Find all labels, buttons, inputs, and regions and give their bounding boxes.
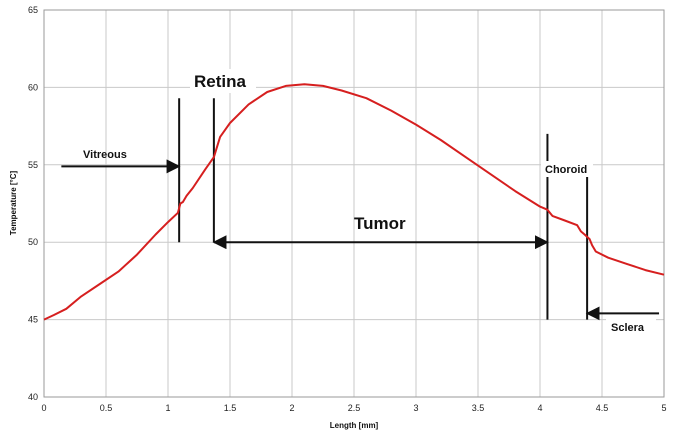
annotation-vitreous: Vitreous (83, 149, 127, 161)
x-axis-label: Length [mm] (330, 421, 379, 430)
x-tick-label: 3 (413, 403, 418, 413)
x-tick-label: 4 (537, 403, 542, 413)
retina-label-bg (190, 69, 256, 93)
plot-frame (43, 9, 665, 398)
y-tick-label: 55 (28, 160, 38, 170)
x-tick-label: 0 (41, 403, 46, 413)
x-tick-label: 3.5 (472, 403, 485, 413)
y-tick-label: 40 (28, 392, 38, 402)
x-tick-label: 5 (661, 403, 666, 413)
y-tick-labels: 40 45 50 55 60 65 (28, 5, 38, 402)
annotation-tumor: Tumor (354, 214, 406, 233)
series (43, 83, 665, 321)
y-tick-label: 50 (28, 237, 38, 247)
y-tick-label: 60 (28, 82, 38, 92)
x-tick-label: 0.5 (100, 403, 113, 413)
x-tick-label: 2 (289, 403, 294, 413)
x-tick-labels: 0 0.5 1 1.5 2 2.5 3 3.5 4 4.5 5 (41, 403, 666, 413)
series-line (43, 83, 665, 321)
annotation-markers (61, 98, 660, 321)
y-tick-label: 45 (28, 315, 38, 325)
x-tick-label: 1 (165, 403, 170, 413)
grid (43, 9, 665, 398)
y-tick-label: 65 (28, 5, 38, 15)
annotation-sclera: Sclera (611, 322, 645, 334)
annotation-retina: Retina (194, 72, 247, 91)
annotation-choroid: Choroid (545, 164, 587, 176)
y-axis-label: Temperature [°C] (9, 170, 18, 235)
x-tick-label: 4.5 (596, 403, 609, 413)
x-tick-label: 2.5 (348, 403, 361, 413)
x-tick-label: 1.5 (224, 403, 237, 413)
sclera-label-bg (606, 318, 656, 335)
choroid-label-bg (541, 161, 593, 177)
